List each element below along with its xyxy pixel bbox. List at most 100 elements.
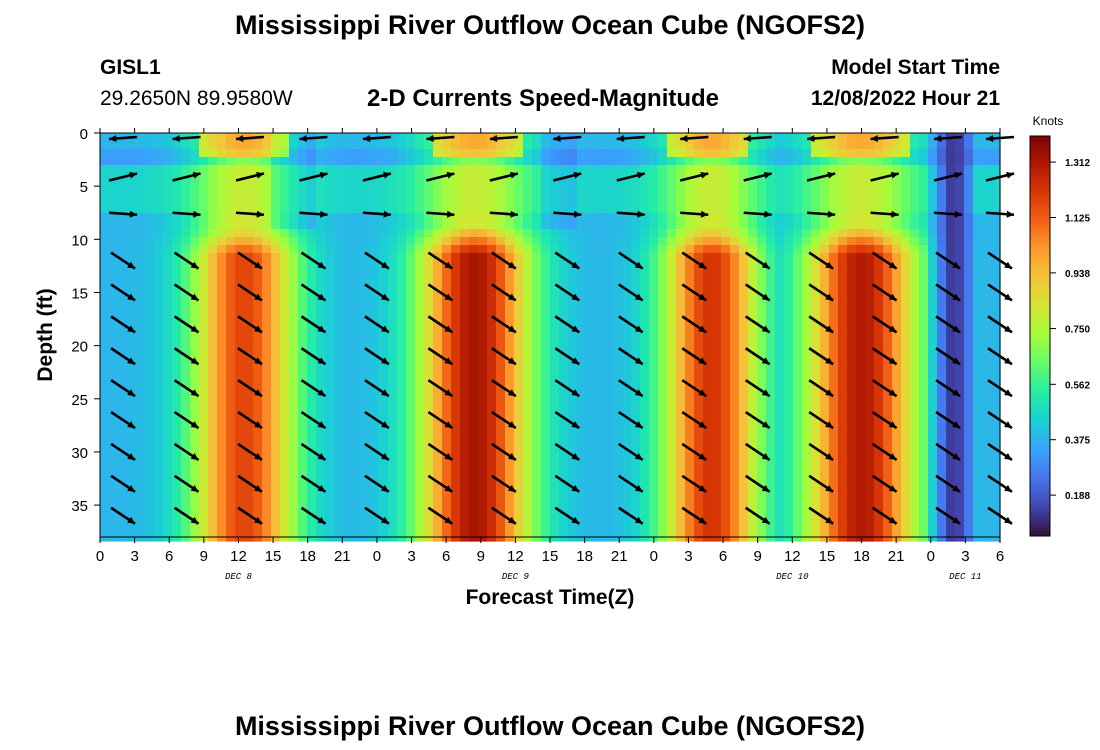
heatmap-cell [289,445,299,454]
heatmap-cell [406,381,416,390]
heatmap-cell [550,317,560,326]
heatmap-cell [487,477,497,486]
heatmap-cell [820,221,830,230]
heatmap-cell [289,133,299,142]
heatmap-cell [703,405,713,414]
heatmap-cell [415,141,425,150]
heatmap-cell [892,165,902,174]
heatmap-cell [973,381,983,390]
heatmap-cell [487,333,497,342]
heatmap-cell [775,373,785,382]
heatmap-cell [478,293,488,302]
heatmap-cell [640,445,650,454]
heatmap-cell [568,397,578,406]
heatmap-cell [748,213,758,222]
heatmap-cell [532,437,542,446]
heatmap-cell [865,293,875,302]
heatmap-cell [118,221,128,230]
heatmap-cell [226,525,236,534]
heatmap-cell [397,149,407,158]
heatmap-cell [721,341,731,350]
heatmap-cell [595,269,605,278]
heatmap-cell [451,469,461,478]
heatmap-cell [541,181,551,190]
heatmap-cell [523,381,533,390]
heatmap-cell [352,221,362,230]
heatmap-cell [415,149,425,158]
heatmap-cell [145,421,155,430]
heatmap-cell [730,437,740,446]
heatmap-cell [343,293,353,302]
heatmap-cell [811,469,821,478]
heatmap-cell [901,149,911,158]
heatmap-cell [919,333,929,342]
heatmap-cell [703,149,713,158]
heatmap-cell [667,525,677,534]
heatmap-cell [487,309,497,318]
heatmap-cell [667,229,677,238]
heatmap-cell [910,365,920,374]
heatmap-cell [901,245,911,254]
heatmap-cell [442,477,452,486]
heatmap-cell [667,349,677,358]
heatmap-cell [775,453,785,462]
heatmap-cell [217,317,227,326]
heatmap-cell [487,405,497,414]
heatmap-cell [577,341,587,350]
heatmap-cell [883,141,893,150]
heatmap-cell [208,261,218,270]
heatmap-cell [316,205,326,214]
heatmap-cell [829,469,839,478]
heatmap-cell [820,373,830,382]
heatmap-cell [469,453,479,462]
heatmap-cell [316,173,326,182]
heatmap-cell [775,213,785,222]
heatmap-cell [190,429,200,438]
heatmap-cell [793,509,803,518]
heatmap-cell [325,389,335,398]
heatmap-cell [370,197,380,206]
heatmap-cell [325,445,335,454]
heatmap-cell [937,141,947,150]
heatmap-cell [865,197,875,206]
heatmap-cell [685,485,695,494]
heatmap-cell [433,213,443,222]
heatmap-cell [964,405,974,414]
heatmap-cell [631,285,641,294]
heatmap-cell [505,365,515,374]
heatmap-cell [478,245,488,254]
heatmap-cell [793,437,803,446]
heatmap-cell [523,301,533,310]
heatmap-cell [559,309,569,318]
heatmap-cell [964,397,974,406]
heatmap-cell [622,141,632,150]
heatmap-cell [397,165,407,174]
heatmap-cell [172,461,182,470]
heatmap-cell [874,205,884,214]
heatmap-cell [262,525,272,534]
heatmap-cell [172,277,182,286]
heatmap-cell [253,461,263,470]
heatmap-cell [415,397,425,406]
heatmap-cell [892,333,902,342]
heatmap-cell [451,269,461,278]
heatmap-cell [451,437,461,446]
heatmap-cell [883,293,893,302]
heatmap-cell [577,405,587,414]
heatmap-cell [451,365,461,374]
heatmap-cell [379,341,389,350]
heatmap-cell [334,173,344,182]
heatmap-cell [559,141,569,150]
heatmap-cell [433,189,443,198]
heatmap-cell [748,373,758,382]
heatmap-cell [280,421,290,430]
heatmap-cell [829,149,839,158]
heatmap-cell [307,221,317,230]
heatmap-cell [370,141,380,150]
heatmap-cell [766,245,776,254]
heatmap-cell [820,525,830,534]
heatmap-cell [514,261,524,270]
heatmap-cell [694,357,704,366]
heatmap-cell [145,365,155,374]
heatmap-cell [613,485,623,494]
